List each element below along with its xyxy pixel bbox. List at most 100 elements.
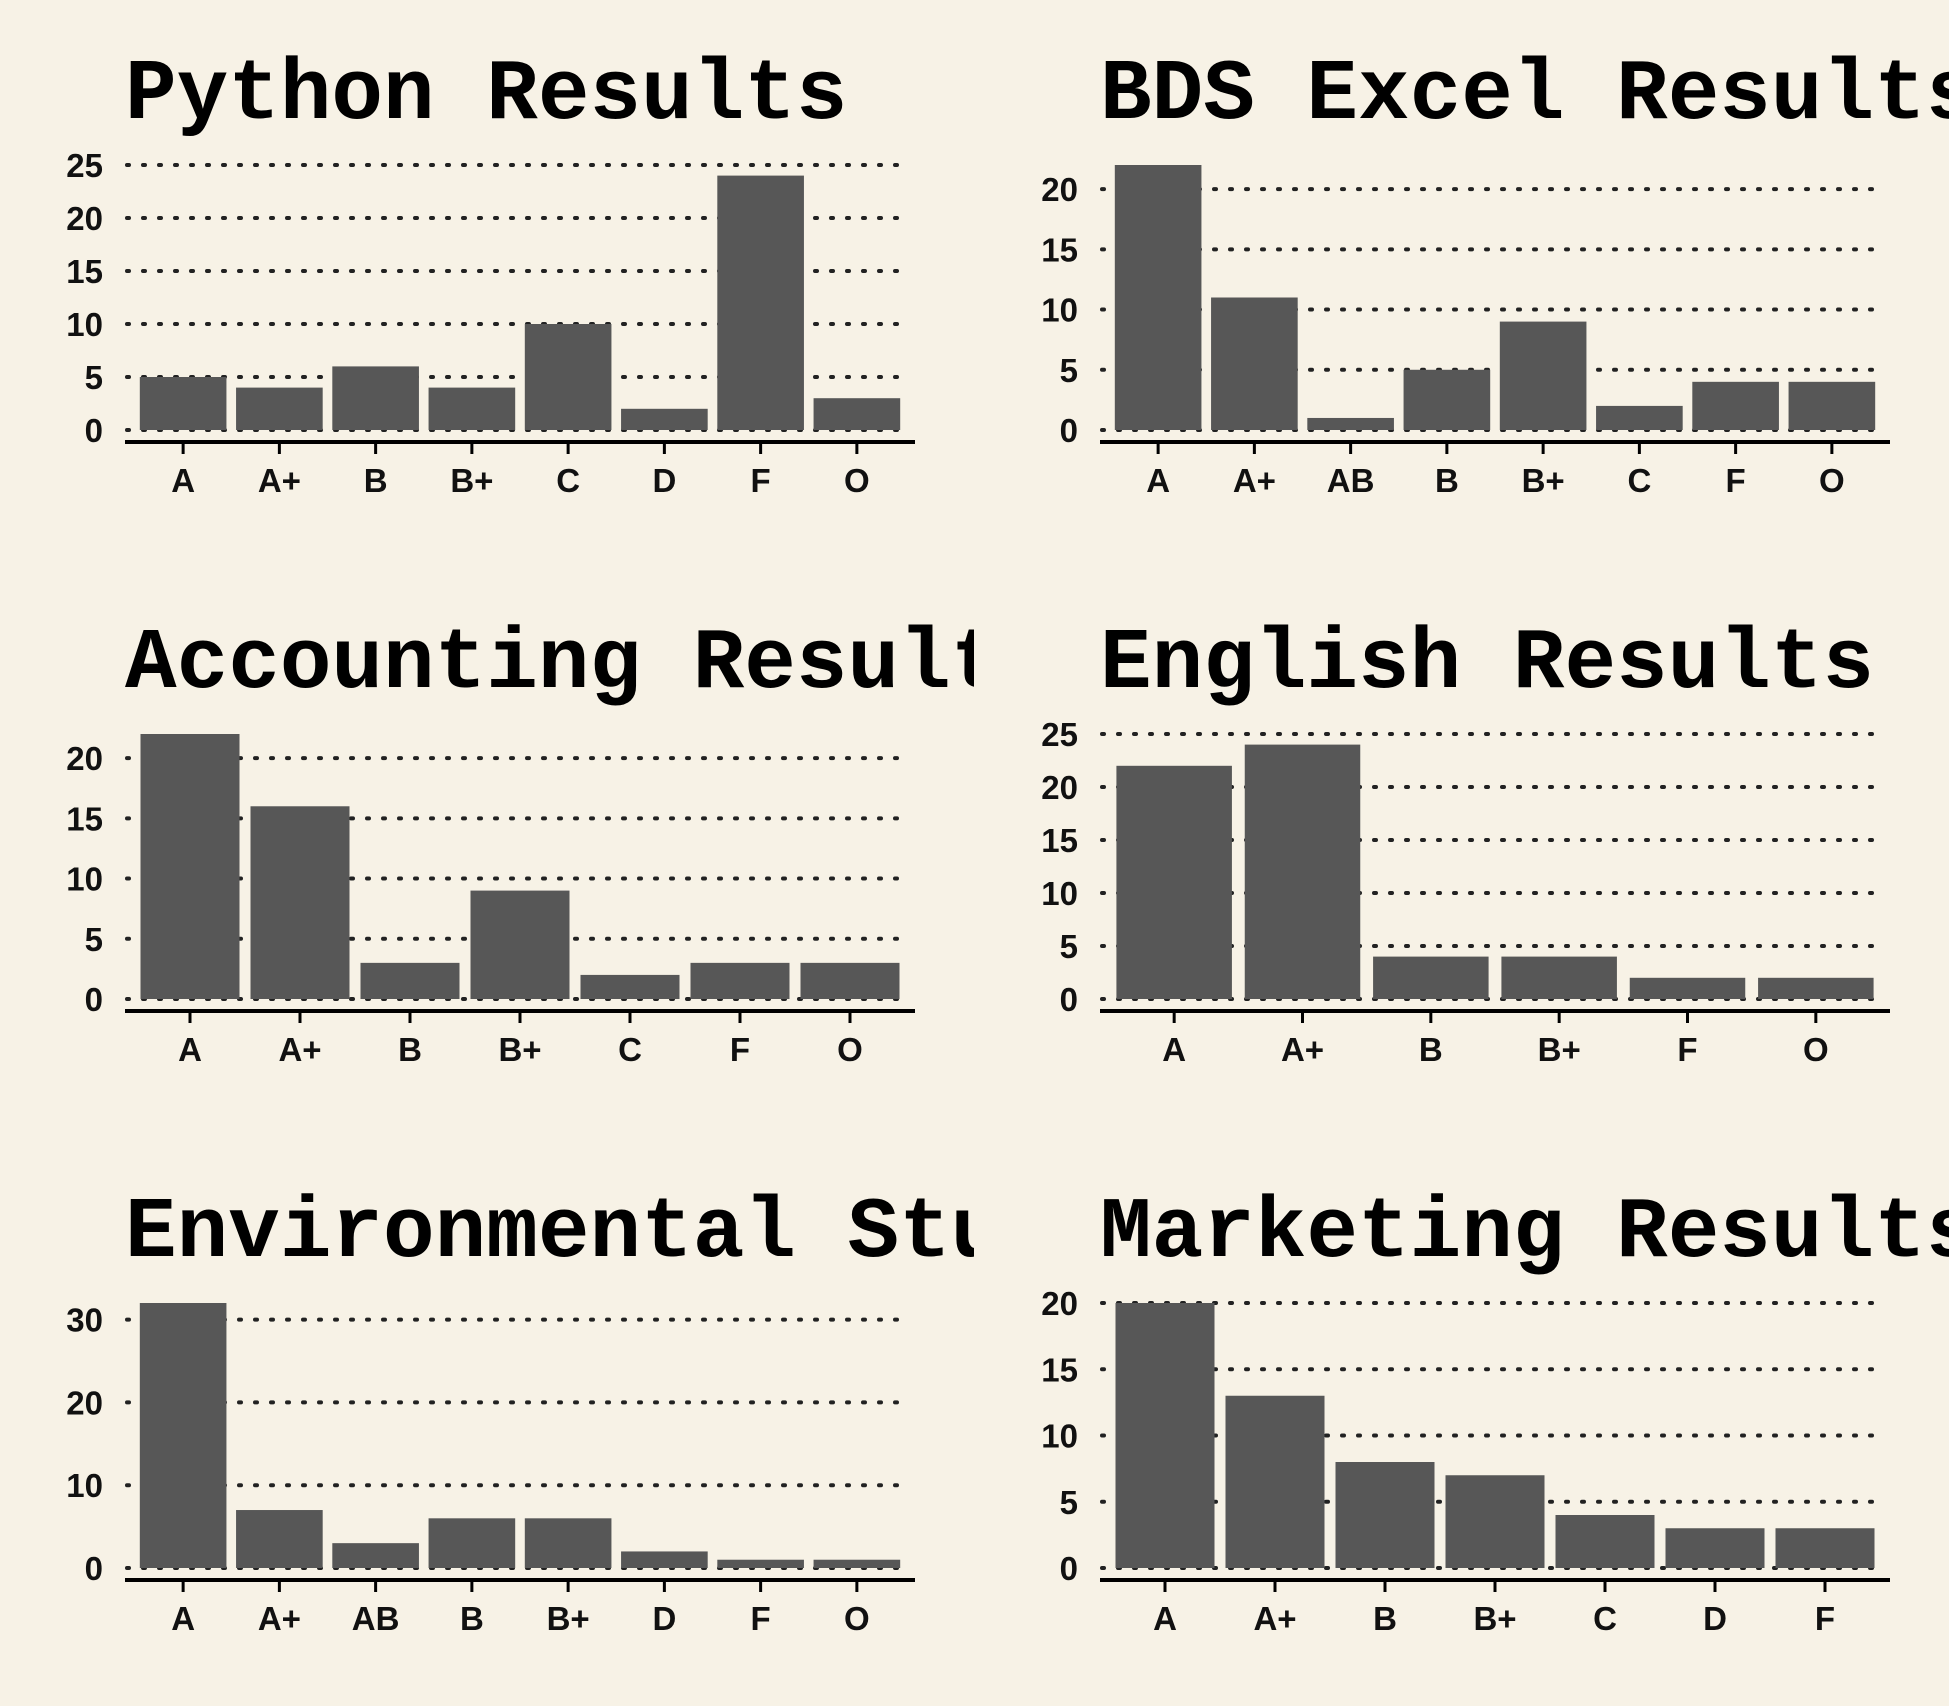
bar-b [1403, 369, 1491, 430]
bar-b-plus [524, 1518, 612, 1568]
x-tick-label-f: F [751, 462, 771, 499]
bar-f [1629, 977, 1746, 999]
x-tick-label-o: O [837, 1031, 863, 1068]
bar-b-plus [470, 890, 570, 999]
bar-a [139, 1303, 227, 1568]
y-tick-label: 10 [66, 1467, 103, 1504]
x-tick-label-f: F [751, 1600, 771, 1637]
bar-ab [1307, 417, 1394, 430]
bar-a-plus [236, 387, 323, 430]
x-tick-label-c: C [1627, 462, 1651, 499]
x-tick-label-a-plus: A+ [278, 1031, 321, 1068]
x-tick-label-d: D [652, 462, 676, 499]
chart-environmental-results: Environmental Studies Results 0 10 20 30 A A+ A… [0, 1138, 974, 1706]
chart-english-results: English Results 0 5 10 15 20 25 A A+ B B+ F O [975, 569, 1949, 1137]
chart-marketing-results: Marketing Results 0 5 10 15 20 A A+ B B+ C D F [975, 1138, 1949, 1706]
y-tick-label: 0 [1060, 412, 1078, 449]
y-tick-label: 0 [85, 1550, 103, 1587]
x-tick-label-b: B [1373, 1600, 1397, 1637]
x-tick-label-a-plus: A+ [1281, 1031, 1324, 1068]
x-tick-label-ab: AB [352, 1600, 400, 1637]
bar-a [1114, 165, 1202, 430]
x-tick-label-f: F [730, 1031, 750, 1068]
x-tick-label-a-plus: A+ [1233, 462, 1276, 499]
chart-svg: BDS Excel Results 0 5 10 15 20 A A+ AB B B+ C F O [1041, 46, 1949, 499]
x-tick-label-b-plus: B+ [1538, 1031, 1581, 1068]
bar-d [621, 408, 708, 430]
chart-svg: Python Results 0 5 10 15 20 25 A A+ B B+ C D F O [66, 46, 915, 499]
y-tick-label: 10 [66, 306, 103, 343]
x-tick-label-o: O [1803, 1031, 1829, 1068]
x-tick-label-c: C [556, 462, 580, 499]
x-tick-label-a-plus: A+ [258, 1600, 301, 1637]
x-tick-label-o: O [844, 1600, 870, 1637]
y-tick-label: 5 [85, 921, 103, 958]
y-tick-label: 10 [1041, 875, 1078, 912]
y-tick-label: 30 [66, 1302, 103, 1339]
x-tick-label-f: F [1726, 462, 1746, 499]
bar-c [1596, 405, 1683, 430]
chart-python-results: Python Results 0 5 10 15 20 25 A A+ B B+ C D F O [0, 0, 974, 568]
chart-title: English Results [1100, 615, 1874, 713]
x-tick-label-o: O [844, 462, 870, 499]
x-tick-label-a: A [1162, 1031, 1186, 1068]
y-tick-label: 5 [1060, 928, 1078, 965]
chart-svg: Marketing Results 0 5 10 15 20 A A+ B B+ C D F [1041, 1184, 1949, 1637]
x-tick-label-a: A [178, 1031, 202, 1068]
x-tick-label-b: B [1435, 462, 1459, 499]
y-tick-label: 20 [66, 200, 103, 237]
chart-title: Marketing Results [1100, 1184, 1949, 1282]
y-tick-label: 20 [66, 740, 103, 777]
chart-title: BDS Excel Results [1100, 46, 1949, 144]
x-tick-label-b-plus: B+ [547, 1600, 590, 1637]
bar-f [1692, 381, 1779, 430]
bar-b-plus [1445, 1475, 1545, 1568]
y-tick-label: 15 [66, 800, 103, 837]
bar-a-plus [1225, 1395, 1325, 1568]
x-tick-label-a: A [1146, 462, 1170, 499]
x-tick-label-b: B [460, 1600, 484, 1637]
bar-a-plus [236, 1510, 323, 1568]
bar-b-plus [428, 387, 516, 430]
bar-b [428, 1518, 516, 1568]
chart-accounting-results: Accounting Results 0 5 10 15 20 A A+ B B+ C F O [0, 569, 974, 1137]
bar-o [800, 962, 900, 999]
bar-f [717, 1559, 804, 1568]
y-tick-label: 20 [1041, 769, 1078, 806]
x-tick-label-b-plus: B+ [498, 1031, 541, 1068]
y-tick-label: 10 [1041, 292, 1078, 329]
x-tick-label-b-plus: B+ [1473, 1600, 1516, 1637]
x-tick-label-c: C [618, 1031, 642, 1068]
bar-d [1665, 1528, 1765, 1568]
x-tick-label-a-plus: A+ [1253, 1600, 1296, 1637]
bar-c [1555, 1515, 1655, 1568]
y-tick-label: 5 [85, 359, 103, 396]
bar-ab [332, 1543, 419, 1568]
x-tick-label-a-plus: A+ [258, 462, 301, 499]
bar-d [621, 1551, 708, 1568]
bar-o [1758, 977, 1874, 999]
x-tick-label-o: O [1819, 462, 1845, 499]
bar-f [717, 175, 804, 430]
x-tick-label-a: A [1153, 1600, 1177, 1637]
bar-b-plus [1499, 321, 1587, 430]
bar-b [360, 962, 460, 999]
y-tick-label: 25 [1041, 716, 1078, 753]
y-tick-label: 25 [66, 147, 103, 184]
bar-o [813, 1559, 901, 1568]
y-tick-label: 0 [85, 412, 103, 449]
y-tick-label: 10 [66, 861, 103, 898]
bar-a-plus [250, 806, 350, 999]
chart-svg: Accounting Results 0 5 10 15 20 A A+ B B+ C F O [66, 615, 974, 1068]
bar-b [1335, 1462, 1435, 1568]
y-tick-label: 5 [1060, 352, 1078, 389]
x-tick-label-b: B [1419, 1031, 1443, 1068]
x-tick-label-ab: AB [1327, 462, 1375, 499]
x-tick-label-d: D [1703, 1600, 1727, 1637]
x-tick-label-a: A [171, 1600, 195, 1637]
chart-title: Environmental Studies Results [125, 1184, 974, 1282]
bar-f [1775, 1528, 1875, 1568]
y-tick-label: 20 [1041, 171, 1078, 208]
x-tick-label-b: B [364, 462, 388, 499]
